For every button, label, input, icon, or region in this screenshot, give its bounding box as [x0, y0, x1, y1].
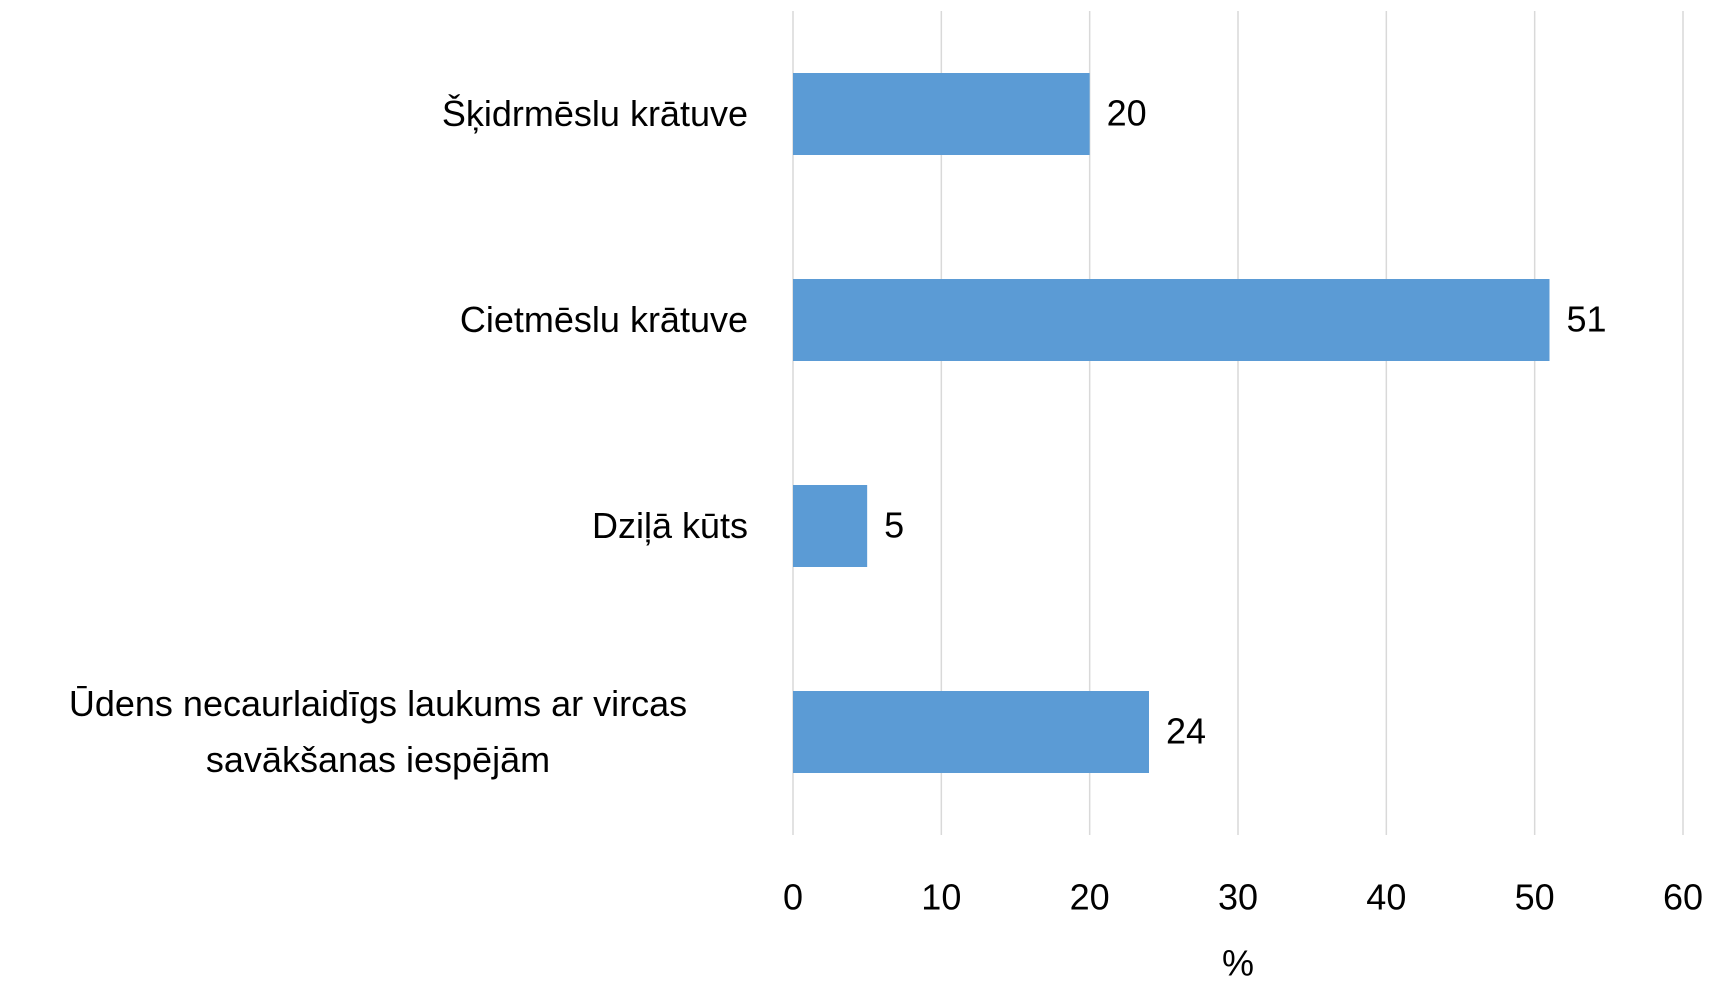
data-label: 51 [1567, 299, 1607, 340]
y-tick-label: Ūdens necaurlaidīgs laukums ar vircas sa… [68, 683, 688, 780]
x-tick-label: 0 [783, 877, 803, 918]
x-tick-label: 30 [1218, 877, 1258, 918]
x-tick-label: 20 [1070, 877, 1110, 918]
bar [793, 691, 1149, 773]
x-tick-label: 50 [1515, 877, 1555, 918]
bar [793, 73, 1090, 155]
y-tick-label: Cietmēslu krātuve [459, 299, 748, 340]
data-label: 20 [1107, 93, 1147, 134]
data-label: 24 [1166, 711, 1206, 752]
data-label: 5 [884, 505, 904, 546]
y-tick-label: Šķidrmēslu krātuve [441, 93, 748, 134]
x-axis-label: % [1222, 943, 1254, 984]
bar [793, 279, 1550, 361]
x-tick-label: 10 [921, 877, 961, 918]
x-tick-label: 40 [1366, 877, 1406, 918]
y-tick-label: Dziļā kūts [591, 505, 748, 546]
x-tick-label: 60 [1663, 877, 1703, 918]
bar [793, 485, 868, 567]
